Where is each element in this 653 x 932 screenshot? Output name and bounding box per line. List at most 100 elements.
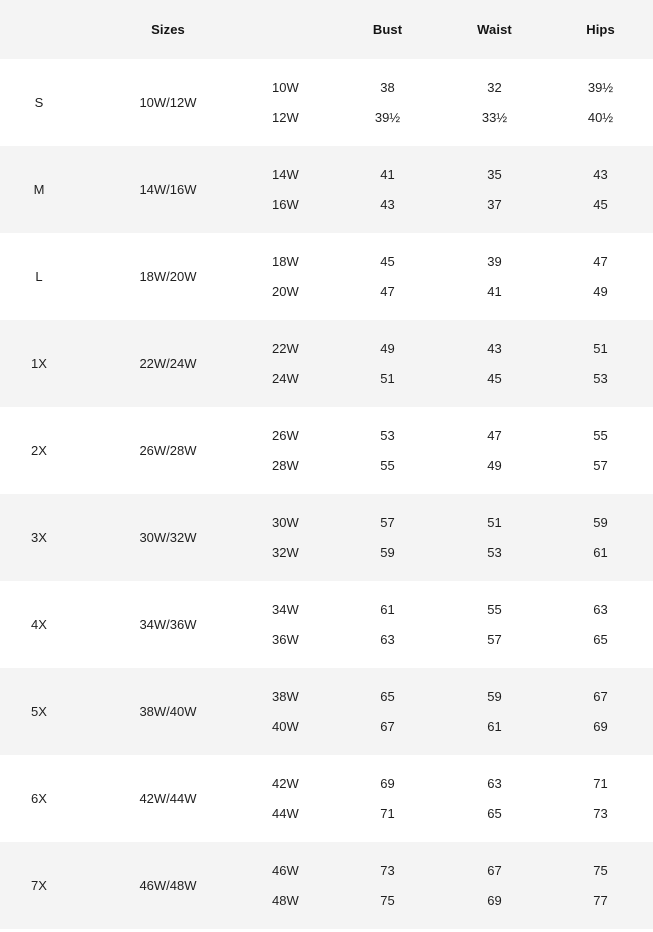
cell-waist-value: 39 41 <box>441 233 548 320</box>
measure-line: 22W <box>258 334 334 364</box>
measure-stack: 39 41 <box>441 233 548 320</box>
cell-sub-size-text: 26W <box>272 427 299 443</box>
cell-sub-size-text: 40W <box>272 718 299 734</box>
measure-line: 32 <box>441 73 548 103</box>
cell-sub-size: 30W 32W <box>258 494 334 581</box>
measure-stack: 57 59 <box>334 494 441 581</box>
measure-stack: 43 45 <box>441 320 548 407</box>
measure-stack: 38 39½ <box>334 59 441 146</box>
measure-stack: 41 43 <box>334 146 441 233</box>
cell-sub-size: 46W 48W <box>258 842 334 929</box>
cell-sub-size-text: 16W <box>272 196 299 212</box>
cell-bust-value-text: 53 <box>380 427 395 443</box>
measure-line: 75 <box>548 856 653 886</box>
header-sub-size <box>258 0 334 59</box>
table-row: 1X 22W/24W 22W 24W 49 51 43 45 51 53 <box>0 320 653 407</box>
measure-line: 61 <box>441 712 548 742</box>
measure-line: 53 <box>548 364 653 394</box>
cell-sub-size: 10W 12W <box>258 59 334 146</box>
cell-waist-value: 47 49 <box>441 407 548 494</box>
measure-line: 61 <box>334 595 441 625</box>
cell-hips-value-text: 69 <box>593 718 608 734</box>
cell-bust-value-text: 63 <box>380 631 395 647</box>
measure-line: 33½ <box>441 103 548 133</box>
cell-sub-size-text: 34W <box>272 601 299 617</box>
measure-line: 34W <box>258 595 334 625</box>
measure-line: 46W <box>258 856 334 886</box>
cell-sub-size-text: 18W <box>272 253 299 269</box>
cell-sub-size: 22W 24W <box>258 320 334 407</box>
measure-line: 39½ <box>334 103 441 133</box>
cell-size-range: 46W/48W <box>78 842 258 929</box>
cell-sub-size: 14W 16W <box>258 146 334 233</box>
measure-line: 40W <box>258 712 334 742</box>
measure-stack: 67 69 <box>441 842 548 929</box>
cell-bust-value-text: 47 <box>380 283 395 299</box>
cell-size-code: 3X <box>0 494 78 581</box>
cell-bust-value-text: 59 <box>380 544 395 560</box>
cell-hips-value-text: 49 <box>593 283 608 299</box>
measure-line: 51 <box>334 364 441 394</box>
cell-waist-value-text: 33½ <box>481 109 508 125</box>
cell-sub-size-text: 22W <box>272 340 299 356</box>
table-row: S 10W/12W 10W 12W 38 39½ 32 33½ 39½ 40½ <box>0 59 653 146</box>
measure-stack: 38W 40W <box>258 668 334 755</box>
cell-sub-size-text: 30W <box>272 514 299 530</box>
cell-sub-size-text: 10W <box>272 79 299 95</box>
cell-bust-value: 38 39½ <box>334 59 441 146</box>
cell-waist-value-text: 53 <box>487 544 502 560</box>
cell-bust-value-text: 49 <box>380 340 395 356</box>
measure-stack: 47 49 <box>548 233 653 320</box>
measure-line: 37 <box>441 190 548 220</box>
cell-size-range: 26W/28W <box>78 407 258 494</box>
cell-waist-value-text: 35 <box>487 166 502 182</box>
cell-hips-value-text: 63 <box>593 601 608 617</box>
table-row: 5X 38W/40W 38W 40W 65 67 59 61 67 69 <box>0 668 653 755</box>
measure-line: 49 <box>441 451 548 481</box>
measure-line: 53 <box>441 538 548 568</box>
measure-stack: 53 55 <box>334 407 441 494</box>
cell-hips-value-text: 77 <box>593 892 608 908</box>
measure-line: 51 <box>441 508 548 538</box>
cell-bust-value: 53 55 <box>334 407 441 494</box>
cell-hips-value-text: 65 <box>593 631 608 647</box>
measure-line: 71 <box>334 799 441 829</box>
cell-waist-value-text: 37 <box>487 196 502 212</box>
cell-hips-value: 55 57 <box>548 407 653 494</box>
cell-bust-value: 61 63 <box>334 581 441 668</box>
cell-hips-value: 67 69 <box>548 668 653 755</box>
cell-sub-size: 18W 20W <box>258 233 334 320</box>
table-row: L 18W/20W 18W 20W 45 47 39 41 47 49 <box>0 233 653 320</box>
measure-line: 65 <box>334 682 441 712</box>
cell-hips-value-text: 51 <box>593 340 608 356</box>
measure-line: 43 <box>334 190 441 220</box>
measure-line: 67 <box>548 682 653 712</box>
cell-size-code: 6X <box>0 755 78 842</box>
measure-line: 44W <box>258 799 334 829</box>
cell-bust-value-text: 65 <box>380 688 395 704</box>
measure-line: 24W <box>258 364 334 394</box>
measure-line: 10W <box>258 73 334 103</box>
measure-stack: 22W 24W <box>258 320 334 407</box>
size-chart-header: Sizes Bust Waist Hips <box>0 0 653 59</box>
measure-stack: 55 57 <box>441 581 548 668</box>
cell-size-range: 34W/36W <box>78 581 258 668</box>
measure-line: 38W <box>258 682 334 712</box>
header-waist: Waist <box>441 0 548 59</box>
table-row: M 14W/16W 14W 16W 41 43 35 37 43 45 <box>0 146 653 233</box>
cell-waist-value: 51 53 <box>441 494 548 581</box>
cell-hips-value-text: 67 <box>593 688 608 704</box>
cell-size-code: 4X <box>0 581 78 668</box>
cell-sub-size: 42W 44W <box>258 755 334 842</box>
measure-line: 63 <box>441 769 548 799</box>
cell-size-code: 7X <box>0 842 78 929</box>
measure-stack: 14W 16W <box>258 146 334 233</box>
measure-line: 48W <box>258 886 334 916</box>
cell-sub-size-text: 14W <box>272 166 299 182</box>
measure-line: 45 <box>548 190 653 220</box>
measure-line: 41 <box>334 160 441 190</box>
cell-bust-value-text: 75 <box>380 892 395 908</box>
measure-line: 75 <box>334 886 441 916</box>
cell-sub-size-text: 44W <box>272 805 299 821</box>
measure-line: 57 <box>548 451 653 481</box>
